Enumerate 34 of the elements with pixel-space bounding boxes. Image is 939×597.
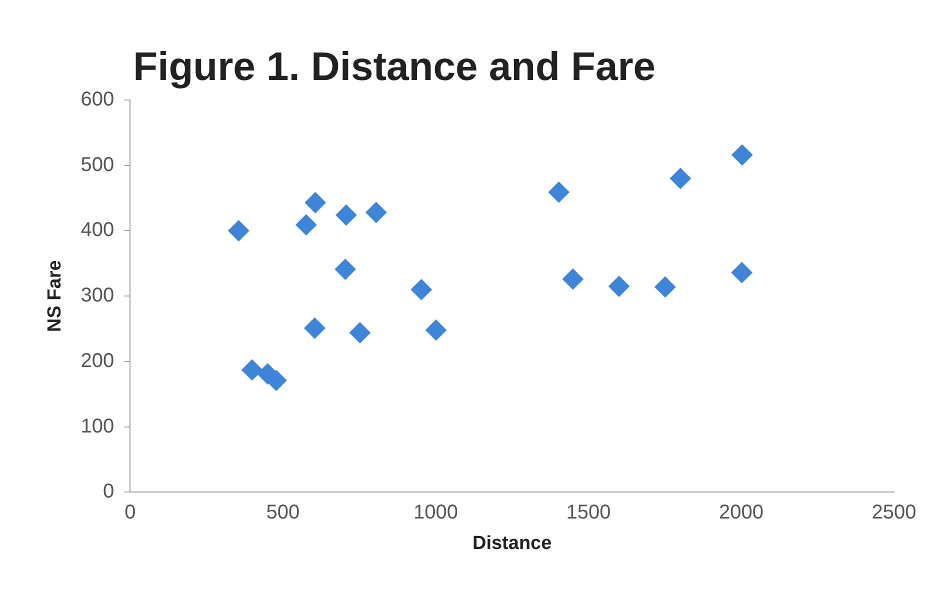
x-tick-label: 1500 <box>566 502 611 524</box>
y-tick-label: 0 <box>103 480 114 503</box>
y-tick-label: 500 <box>80 154 114 176</box>
point <box>670 168 691 189</box>
x-tick-label: 0 <box>124 502 136 524</box>
point <box>654 276 676 298</box>
point <box>334 258 356 280</box>
y-tick-label: 100 <box>80 415 114 438</box>
point <box>304 192 326 214</box>
point <box>562 268 584 290</box>
point <box>410 279 432 300</box>
x-tick-label: 1000 <box>413 502 458 524</box>
y-tick-label: 600 <box>80 88 114 111</box>
point <box>336 204 357 226</box>
chart-title: Figure 1. Distance and Fare <box>133 45 656 89</box>
point <box>304 318 326 339</box>
y-axis-title: NS Fare <box>44 260 66 332</box>
x-tick-label: 2500 <box>872 502 916 524</box>
point <box>731 262 752 284</box>
y-tick-label: 400 <box>80 219 114 242</box>
x-tick-label: 2000 <box>718 502 764 524</box>
point <box>366 202 387 223</box>
point <box>732 144 753 166</box>
x-axis-title: Distance <box>472 532 552 554</box>
x-tick-label: 500 <box>266 502 300 524</box>
point <box>608 276 630 297</box>
y-tick-label: 200 <box>80 350 114 372</box>
point <box>548 182 570 203</box>
point <box>426 320 447 341</box>
y-tick-label: 300 <box>80 284 114 307</box>
point <box>349 322 370 344</box>
point <box>242 359 263 380</box>
point <box>228 220 250 242</box>
point <box>296 214 317 236</box>
